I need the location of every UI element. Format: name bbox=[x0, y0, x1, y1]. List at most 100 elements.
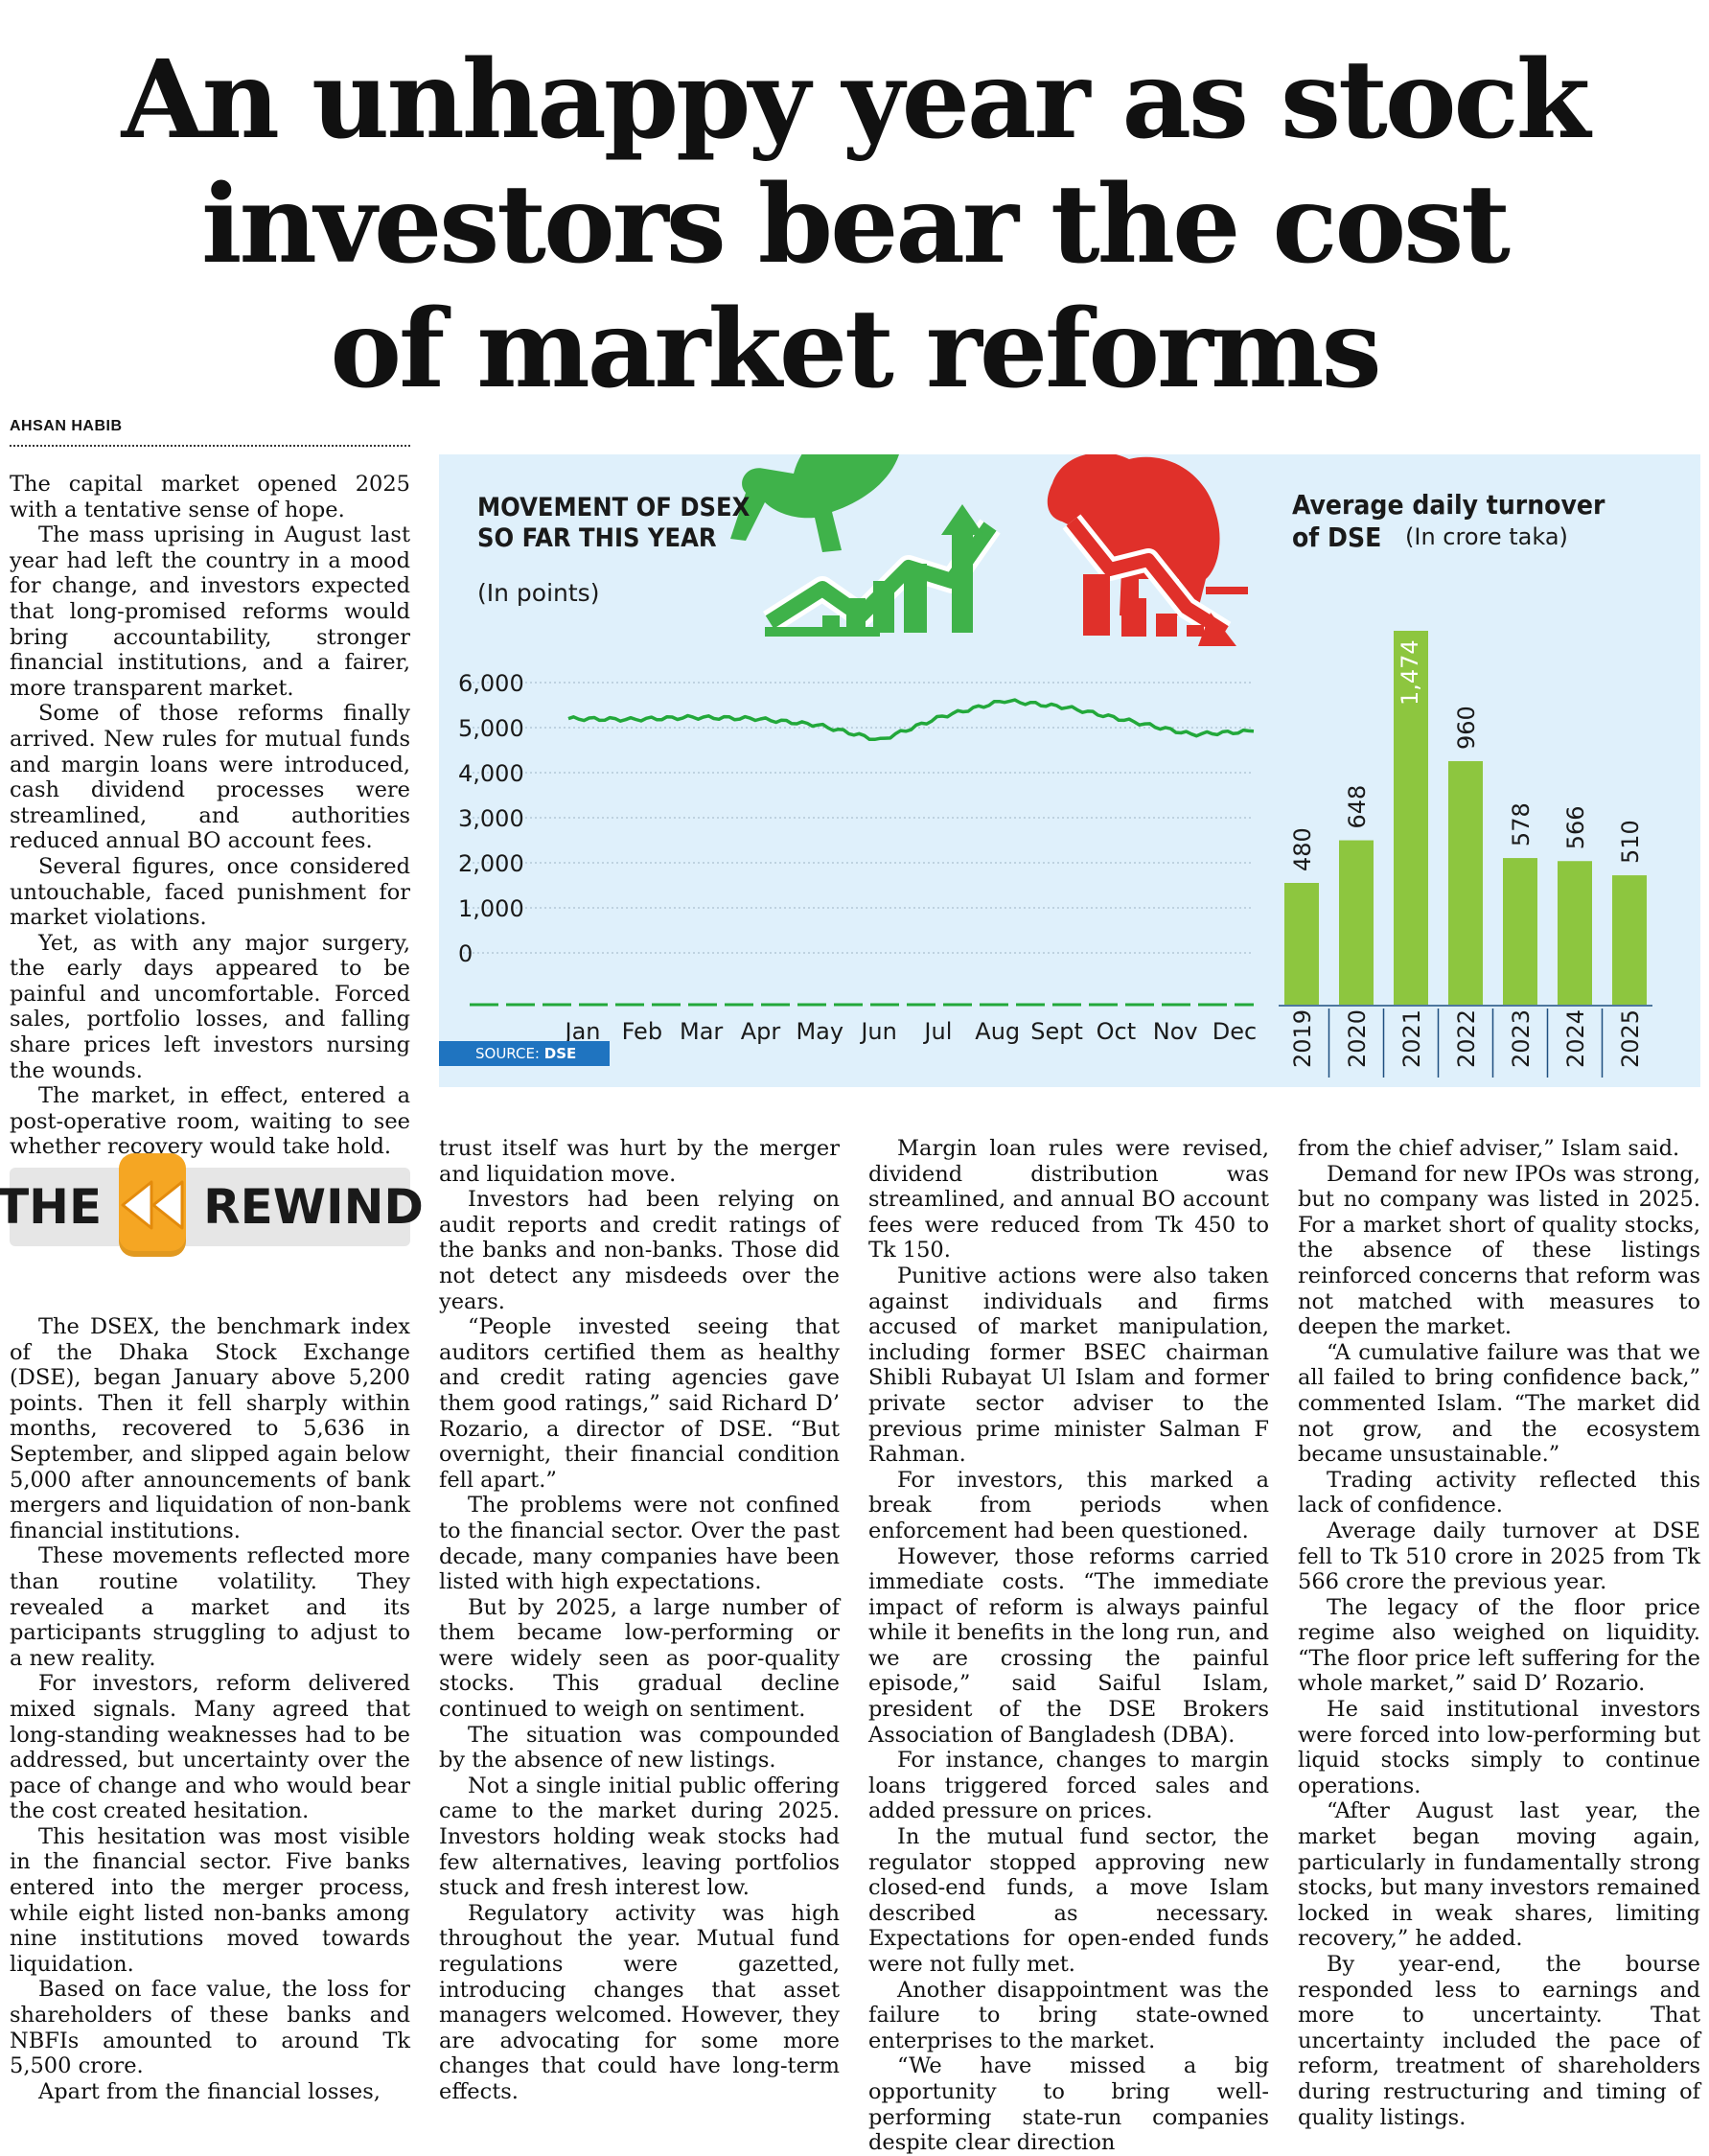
the-rewind-badge: THE REWIND bbox=[0, 1153, 424, 1257]
x-tick-label: Jun bbox=[859, 1018, 897, 1045]
paragraph: Another disappointment was the failure t… bbox=[868, 1977, 1269, 2053]
chart-svg: 6,000 5,000 4,000 3,000 2,000 1,000 0 Jan Feb Mar… bbox=[458, 454, 1652, 1078]
paragraph: The market, in effect, entered a post-op… bbox=[10, 1083, 410, 1160]
column-3: Margin loan rules were revised, dividend… bbox=[868, 1136, 1269, 2156]
paragraph: The mass uprising in August last year ha… bbox=[10, 522, 410, 701]
bar-value-label: 648 bbox=[1344, 785, 1371, 829]
source-label: SOURCE: DSE bbox=[439, 1041, 610, 1066]
paragraph: from the chief adviser,” Islam said. bbox=[1298, 1136, 1680, 1161]
bar-chart-unit: (In crore taka) bbox=[1405, 523, 1568, 550]
x-tick-label: Feb bbox=[622, 1018, 663, 1045]
paragraph: For instance, changes to margin loans tr… bbox=[868, 1748, 1269, 1824]
paragraph: The DSEX, the benchmark index of the Dha… bbox=[10, 1314, 410, 1543]
paragraph: Demand for new IPOs was strong, but no c… bbox=[1298, 1161, 1700, 1340]
y-tick-label: 3,000 bbox=[458, 805, 524, 832]
x-tick-label: Nov bbox=[1153, 1018, 1198, 1045]
byline: AHSAN HABIB bbox=[10, 418, 410, 447]
bar bbox=[1448, 760, 1483, 1005]
y-tick-label: 4,000 bbox=[458, 760, 524, 787]
series-line bbox=[567, 698, 1255, 742]
paragraph: But by 2025, a large number of them beca… bbox=[439, 1594, 840, 1723]
bar-value-label: 480 bbox=[1289, 827, 1316, 871]
x-tick-label: 2025 bbox=[1617, 1009, 1644, 1068]
bar bbox=[1612, 875, 1647, 1005]
paragraph: For investors, this marked a break from … bbox=[868, 1467, 1269, 1543]
paragraph: Several figures, once considered untouch… bbox=[10, 853, 410, 931]
paragraph: Investors had been relying on audit repo… bbox=[439, 1187, 840, 1314]
bar-value-label: 1,474 bbox=[1397, 639, 1423, 706]
chart-panel: 6,000 5,000 4,000 3,000 2,000 1,000 0 Jan Feb Mar… bbox=[439, 454, 1700, 1087]
y-tick-label: 2,000 bbox=[458, 850, 524, 877]
column-1-top: The capital market opened 2025 with a te… bbox=[10, 472, 410, 1160]
x-tick-label: Sept bbox=[1030, 1018, 1083, 1045]
x-tick-label: Oct bbox=[1097, 1018, 1137, 1045]
line-chart-unit: (In points) bbox=[477, 579, 600, 607]
paragraph: The problems were not confined to the fi… bbox=[439, 1493, 840, 1595]
bar-value-label: 566 bbox=[1562, 805, 1589, 849]
paragraph: Margin loan rules were revised, dividend… bbox=[868, 1136, 1269, 1263]
paragraph: “People invested seeing that auditors ce… bbox=[439, 1314, 840, 1493]
bull-icon bbox=[730, 454, 1001, 637]
bar-value-label: 510 bbox=[1617, 820, 1644, 864]
paragraph: The capital market opened 2025 with a te… bbox=[10, 472, 410, 522]
source-label-text: SOURCE: bbox=[475, 1045, 540, 1062]
bar-value-label: 960 bbox=[1453, 706, 1480, 750]
dsex-line-chart: 6,000 5,000 4,000 3,000 2,000 1,000 0 Jan Feb Mar… bbox=[458, 670, 1257, 1045]
x-tick-label: May bbox=[796, 1018, 843, 1045]
line-chart-title: MOVEMENT OF DSEX SO FAR THIS YEAR bbox=[477, 493, 751, 553]
headline-line-3: of market reforms bbox=[330, 287, 1381, 412]
bar-value-label: 578 bbox=[1508, 802, 1535, 846]
bar bbox=[1284, 882, 1319, 1005]
paragraph: However, those reforms carried immediate… bbox=[868, 1543, 1269, 1748]
paragraph: Based on face value, the loss for shareh… bbox=[10, 1977, 410, 2079]
y-tick-label: 6,000 bbox=[458, 670, 524, 697]
x-tick-label: 2024 bbox=[1562, 1009, 1589, 1068]
paragraph: By year-end, the bourse responded less t… bbox=[1298, 1952, 1700, 2130]
rewind-left-text: THE bbox=[0, 1179, 103, 1235]
paragraph: This hesitation was most visible in the … bbox=[10, 1823, 410, 1977]
paragraph: In the mutual fund sector, the regulator… bbox=[868, 1824, 1269, 1977]
x-tick-label: Jul bbox=[922, 1018, 952, 1045]
x-tick-label: 2022 bbox=[1453, 1009, 1480, 1068]
bar bbox=[1558, 861, 1592, 1005]
paragraph: Apart from the financial losses, bbox=[38, 2078, 381, 2104]
x-tick-label: 2021 bbox=[1398, 1009, 1425, 1068]
paragraph: For investors, reform delivered mixed si… bbox=[10, 1671, 410, 1824]
x-tick-label: 2020 bbox=[1344, 1009, 1371, 1068]
paragraph: Punitive actions were also taken against… bbox=[868, 1263, 1269, 1468]
x-tick-label: Apr bbox=[741, 1018, 781, 1045]
bar bbox=[1503, 858, 1537, 1005]
bar-chart-title-line-1: Average daily turnover bbox=[1292, 489, 1605, 521]
paragraph: These movements reflected more than rout… bbox=[10, 1543, 410, 1671]
source-value: DSE bbox=[543, 1045, 577, 1062]
y-tick-label: 1,000 bbox=[458, 895, 524, 922]
turnover-bar-chart: 480 2019 648 2020 1,474 2021 960 2022 578 2023 566… bbox=[1279, 631, 1652, 1078]
headline-line-2: investors bear the cost bbox=[200, 162, 1511, 288]
x-tick-label: 2019 bbox=[1289, 1009, 1316, 1068]
bear-icon bbox=[1047, 454, 1248, 646]
rewind-right-text: REWIND bbox=[203, 1179, 424, 1235]
bar bbox=[1339, 840, 1374, 1005]
paragraph: “A cumulative failure was that we all fa… bbox=[1298, 1339, 1700, 1468]
x-tick-label: Dec bbox=[1212, 1018, 1257, 1045]
paragraph: The legacy of the floor price regime als… bbox=[1298, 1594, 1700, 1697]
paragraph: The situation was compounded by the abse… bbox=[439, 1722, 840, 1773]
headline: An unhappy year as stock investors bear … bbox=[38, 38, 1671, 412]
column-1-bottom: The DSEX, the benchmark index of the Dha… bbox=[10, 1314, 410, 2104]
paragraph: “After August last year, the market bega… bbox=[1298, 1798, 1700, 1952]
paragraph: Average daily turnover at DSE fell to Tk… bbox=[1298, 1518, 1700, 1595]
bar bbox=[1394, 631, 1428, 1005]
paragraph: Yet, as with any major surgery, the earl… bbox=[10, 930, 410, 1083]
headline-line-1: An unhappy year as stock bbox=[121, 37, 1591, 163]
paragraph: trust itself was hurt by the merger and … bbox=[439, 1136, 840, 1187]
paragraph: Some of those reforms finally arrived. N… bbox=[10, 701, 410, 854]
paragraph: Regulatory activity was high throughout … bbox=[439, 1900, 840, 2104]
rewind-icon bbox=[119, 1153, 187, 1257]
column-2: trust itself was hurt by the merger and … bbox=[439, 1136, 840, 2105]
x-tick-label: Aug bbox=[975, 1018, 1020, 1045]
paragraph: “We have missed a big opportunity to bri… bbox=[868, 2053, 1269, 2156]
paragraph: He said institutional investors were for… bbox=[1298, 1697, 1700, 1798]
x-tick-label: Mar bbox=[680, 1018, 723, 1045]
x-tick-label: Jan bbox=[564, 1018, 601, 1045]
paragraph: Trading activity reflected this lack of … bbox=[1298, 1467, 1700, 1518]
